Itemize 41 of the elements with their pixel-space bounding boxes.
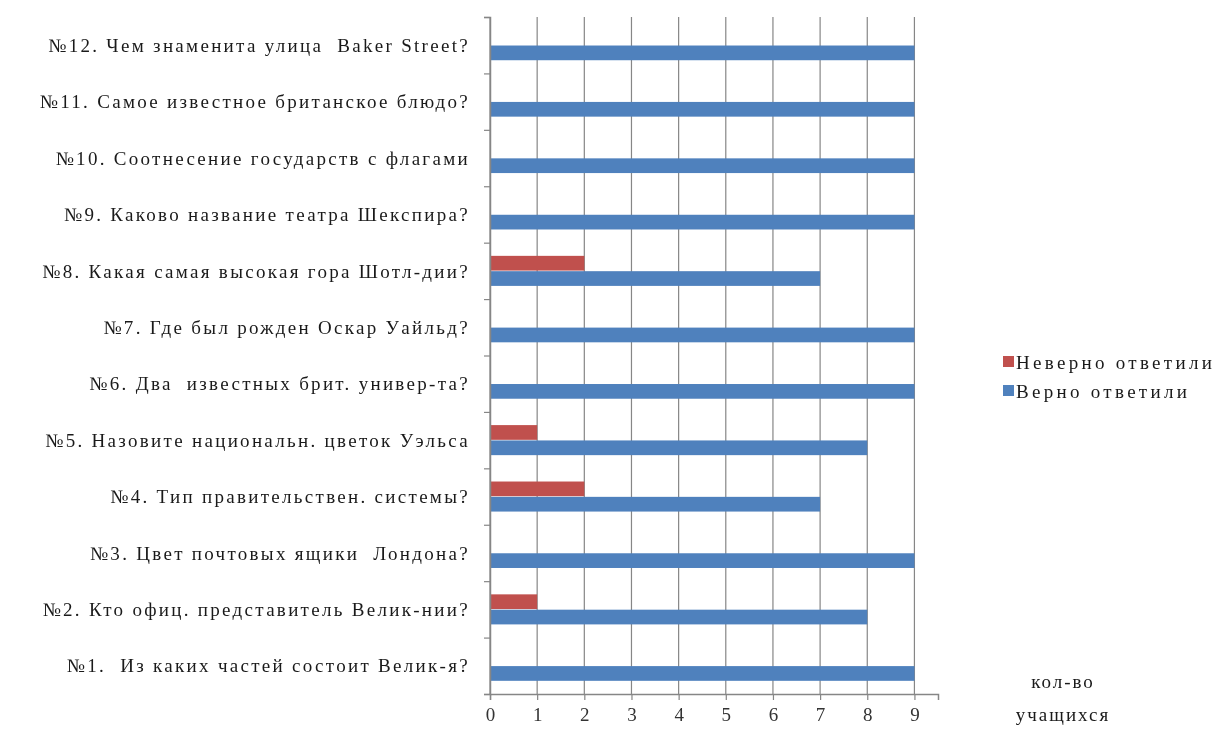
y-tick-label: №5. Назовите национальн. цветок Уэльса: [45, 429, 470, 451]
text: кол-во учащихся: [1015, 671, 1111, 725]
x-tick-label: 4: [674, 704, 685, 726]
bar: [490, 440, 868, 456]
bar: [490, 609, 868, 625]
bar: [490, 327, 915, 343]
legend-label: Верно ответили: [1016, 380, 1191, 402]
bar: [490, 384, 915, 399]
y-tick-label: №1. Из каких частей состоит Велик-я?: [66, 655, 470, 677]
bar: [490, 255, 585, 271]
y-tick-label: №7. Где был рожден Оскар Уайльд?: [103, 316, 470, 338]
y-tick-label: №9. Каково название театра Шекспира?: [63, 204, 470, 226]
x-tick-label: 8: [863, 704, 873, 726]
y-tick-label: №4. Тип правительствен. системы?: [110, 486, 470, 508]
x-tick-label: 0: [485, 704, 496, 726]
x-tick-label: 5: [721, 704, 732, 726]
y-tick-label: №2. Кто офиц. представитель Велик-нии?: [42, 599, 470, 621]
bar: [490, 158, 915, 174]
x-tick-label: 9: [910, 704, 920, 726]
x-tick-label: 7: [815, 704, 826, 726]
legend-label: Неверно ответили: [1016, 351, 1216, 373]
bar: [490, 45, 915, 61]
x-tick-label: 3: [627, 704, 637, 726]
bar: [490, 214, 915, 230]
bar: [490, 481, 585, 497]
bar: [490, 553, 915, 568]
bar: [490, 594, 538, 610]
y-tick-label: №10. Соотнесение государств с флагами: [55, 147, 470, 169]
y-tick-label: №3. Цвет почтовых ящики Лондона?: [89, 542, 470, 564]
y-tick-label: №11. Самое известное британское блюдо?: [39, 91, 470, 113]
bar: [490, 666, 915, 681]
bar: [490, 271, 821, 286]
bar: [490, 425, 538, 440]
x-tick-label: 1: [532, 704, 543, 726]
y-tick-label: №6. Два известных брит. универ-та?: [89, 373, 470, 395]
x-tick-label: 2: [580, 704, 590, 726]
bar: [490, 496, 821, 512]
y-tick-label: №8. Какая самая высокая гора Шотл-дии?: [42, 260, 470, 282]
y-tick-label: №12. Чем знаменита улица Baker Street?: [48, 34, 470, 56]
bar: [490, 101, 915, 117]
x-tick-label: 6: [768, 704, 779, 726]
